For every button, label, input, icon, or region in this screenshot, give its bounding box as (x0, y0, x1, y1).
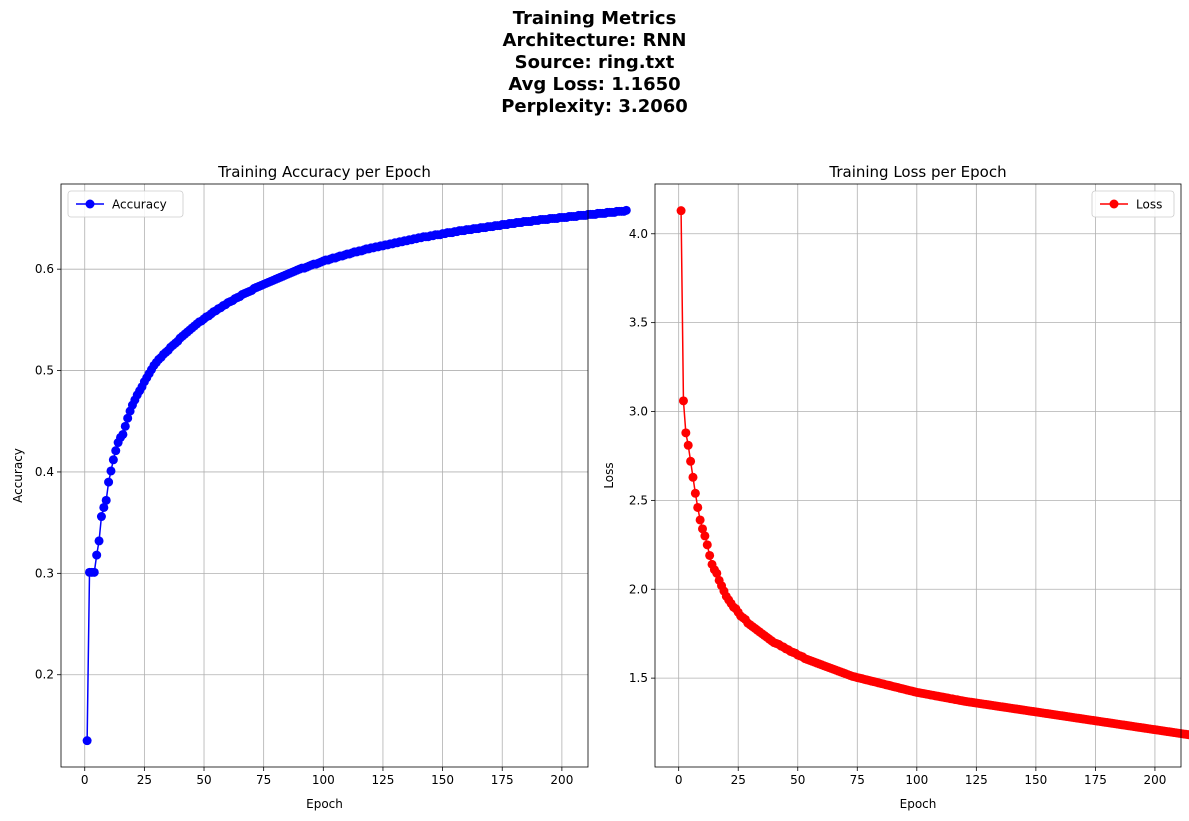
data-point-227 (621, 205, 631, 215)
x-tick-label-3: 75 (850, 773, 865, 787)
x-tick-label-8: 200 (550, 773, 573, 787)
suptitle-line-3: Source: ring.txt (514, 52, 675, 73)
x-tick-label-3: 75 (256, 773, 271, 787)
data-point-11 (700, 531, 710, 541)
data-point-10 (698, 524, 707, 534)
chart-2: 0 25 50 75 100 125 150 175 200 1.5 2.0 2.5 3.0 3.5 4.0… (602, 163, 1189, 811)
y-tick-label-4: 3.5 (629, 316, 648, 330)
legend-marker-swatch (1109, 199, 1119, 209)
x-axis-label: Epoch (306, 797, 343, 811)
y-tick-label-2: 2.5 (629, 493, 648, 507)
data-point-8 (99, 502, 109, 512)
data-point-3 (681, 428, 691, 438)
x-tick-label-1: 25 (731, 773, 746, 787)
y-tick-label-2: 0.4 (35, 465, 54, 479)
chart-title: Training Loss per Epoch (828, 163, 1006, 181)
data-point-8 (693, 502, 703, 512)
data-point-12 (702, 540, 712, 550)
x-tick-label-0: 0 (675, 773, 683, 787)
x-tick-label-7: 175 (1084, 773, 1107, 787)
x-tick-label-0: 0 (81, 773, 89, 787)
data-point-6 (94, 536, 104, 546)
suptitle-line-2: Architecture: RNN (502, 30, 687, 51)
chart-1: 0 25 50 75 100 125 150 175 200 0.2 0.3 0.4 0.5 0.6 Tra… (11, 163, 631, 811)
y-tick-label-4: 0.6 (35, 262, 54, 276)
x-tick-label-2: 50 (196, 773, 211, 787)
suptitle-line-1: Training Metrics (512, 8, 677, 29)
data-point-13 (111, 446, 121, 456)
y-tick-label-3: 3.0 (629, 405, 648, 419)
x-tick-label-8: 200 (1143, 773, 1166, 787)
legend-box (67, 190, 184, 218)
series-line-1 (86, 209, 627, 741)
legend: Loss (1091, 190, 1175, 218)
legend-box (1091, 190, 1175, 218)
data-point-1 (676, 206, 686, 216)
axes-frame (654, 183, 1182, 768)
data-point-1 (82, 736, 92, 746)
series-markers-1 (82, 205, 631, 746)
data-point-11 (106, 466, 116, 476)
legend: Accuracy (67, 190, 184, 218)
series-line-1 (680, 210, 1189, 736)
x-tick-label-4: 100 (312, 773, 335, 787)
data-point-9 (695, 515, 705, 525)
axes-frame (60, 183, 589, 768)
y-tick-label-0: 1.5 (629, 671, 648, 685)
data-point-7 (96, 512, 106, 522)
data-point-6 (688, 472, 698, 482)
series-markers-1 (676, 206, 1189, 740)
data-point-215 (1186, 730, 1189, 740)
suptitle-line-4: Avg Loss: 1.1650 (508, 74, 681, 95)
data-point-12 (108, 455, 118, 465)
figure-suptitle: Training Metrics Architecture: RNN Sourc… (0, 8, 1189, 118)
data-point-10 (104, 477, 114, 487)
data-point-16 (712, 568, 722, 578)
y-tick-label-5: 4.0 (629, 227, 648, 241)
chart-title: Training Accuracy per Epoch (217, 163, 431, 181)
data-point-5 (92, 550, 102, 560)
x-tick-label-4: 100 (905, 773, 928, 787)
y-tick-label-1: 2.0 (629, 582, 648, 596)
data-point-17 (120, 421, 130, 431)
x-tick-label-6: 150 (1024, 773, 1047, 787)
data-point-4 (683, 440, 693, 450)
x-tick-label-1: 25 (137, 773, 152, 787)
data-point-16 (118, 429, 128, 439)
legend-label: Accuracy (112, 198, 167, 212)
x-tick-label-6: 150 (431, 773, 454, 787)
y-axis-label: Accuracy (11, 448, 25, 503)
y-axis-label: Loss (602, 462, 616, 488)
data-point-18 (123, 413, 133, 423)
x-tick-label-7: 175 (491, 773, 514, 787)
y-tick-label-1: 0.3 (35, 566, 54, 580)
y-tick-label-0: 0.2 (35, 668, 54, 682)
x-tick-label-5: 125 (965, 773, 988, 787)
y-tick-label-3: 0.5 (35, 364, 54, 378)
data-point-9 (101, 495, 111, 505)
data-point-4 (89, 567, 99, 577)
suptitle-line-5: Perplexity: 3.2060 (501, 96, 688, 117)
x-axis-label: Epoch (900, 797, 937, 811)
legend-label: Loss (1136, 198, 1162, 212)
data-point-5 (686, 456, 696, 466)
data-point-2 (678, 396, 688, 406)
x-tick-label-5: 125 (371, 773, 394, 787)
data-point-13 (705, 550, 715, 560)
legend-marker-swatch (85, 199, 95, 209)
x-tick-label-2: 50 (790, 773, 805, 787)
data-point-7 (690, 488, 700, 498)
